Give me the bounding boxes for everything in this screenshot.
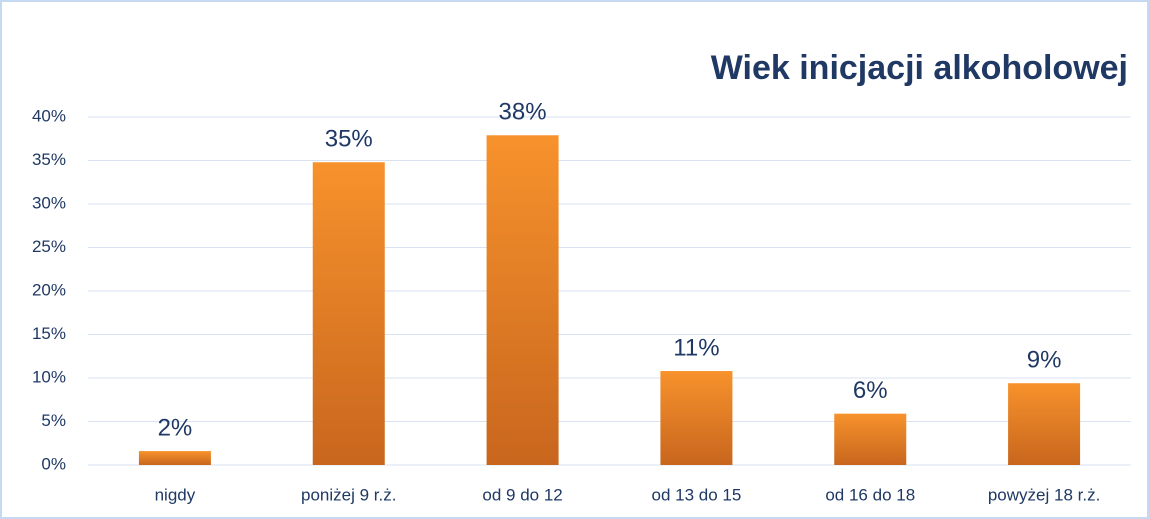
x-tick-label: nigdy: [155, 485, 196, 504]
bar: [834, 413, 907, 465]
value-label: 9%: [1027, 347, 1062, 374]
y-tick-label: 10%: [32, 367, 66, 386]
y-tick-label: 35%: [32, 150, 66, 169]
value-label: 2%: [158, 414, 193, 441]
value-label: 38%: [499, 99, 547, 126]
y-tick-label: 5%: [41, 411, 66, 430]
value-label: 11%: [673, 334, 719, 361]
x-tick-label: powyżej 18 r.ż.: [988, 485, 1100, 504]
y-tick-label: 30%: [32, 193, 66, 212]
y-tick-label: 15%: [32, 324, 66, 343]
bar: [312, 162, 385, 466]
value-label: 35%: [325, 126, 373, 153]
x-tick-label: od 16 do 18: [825, 485, 915, 504]
y-tick-label: 20%: [32, 280, 66, 299]
y-tick-label: 25%: [32, 237, 66, 256]
bar: [138, 451, 211, 465]
value-label: 6%: [853, 377, 888, 404]
bar: [486, 135, 559, 465]
x-tick-label: od 13 do 15: [652, 485, 742, 504]
y-tick-label: 40%: [32, 106, 66, 125]
bar: [660, 371, 733, 465]
x-tick-label: poniżej 9 r.ż.: [301, 485, 396, 504]
x-tick-label: od 9 do 12: [482, 485, 562, 504]
y-tick-label: 0%: [41, 454, 66, 473]
bar: [1008, 383, 1081, 465]
chart-title: Wiek inicjacji alkoholowej: [711, 49, 1128, 87]
